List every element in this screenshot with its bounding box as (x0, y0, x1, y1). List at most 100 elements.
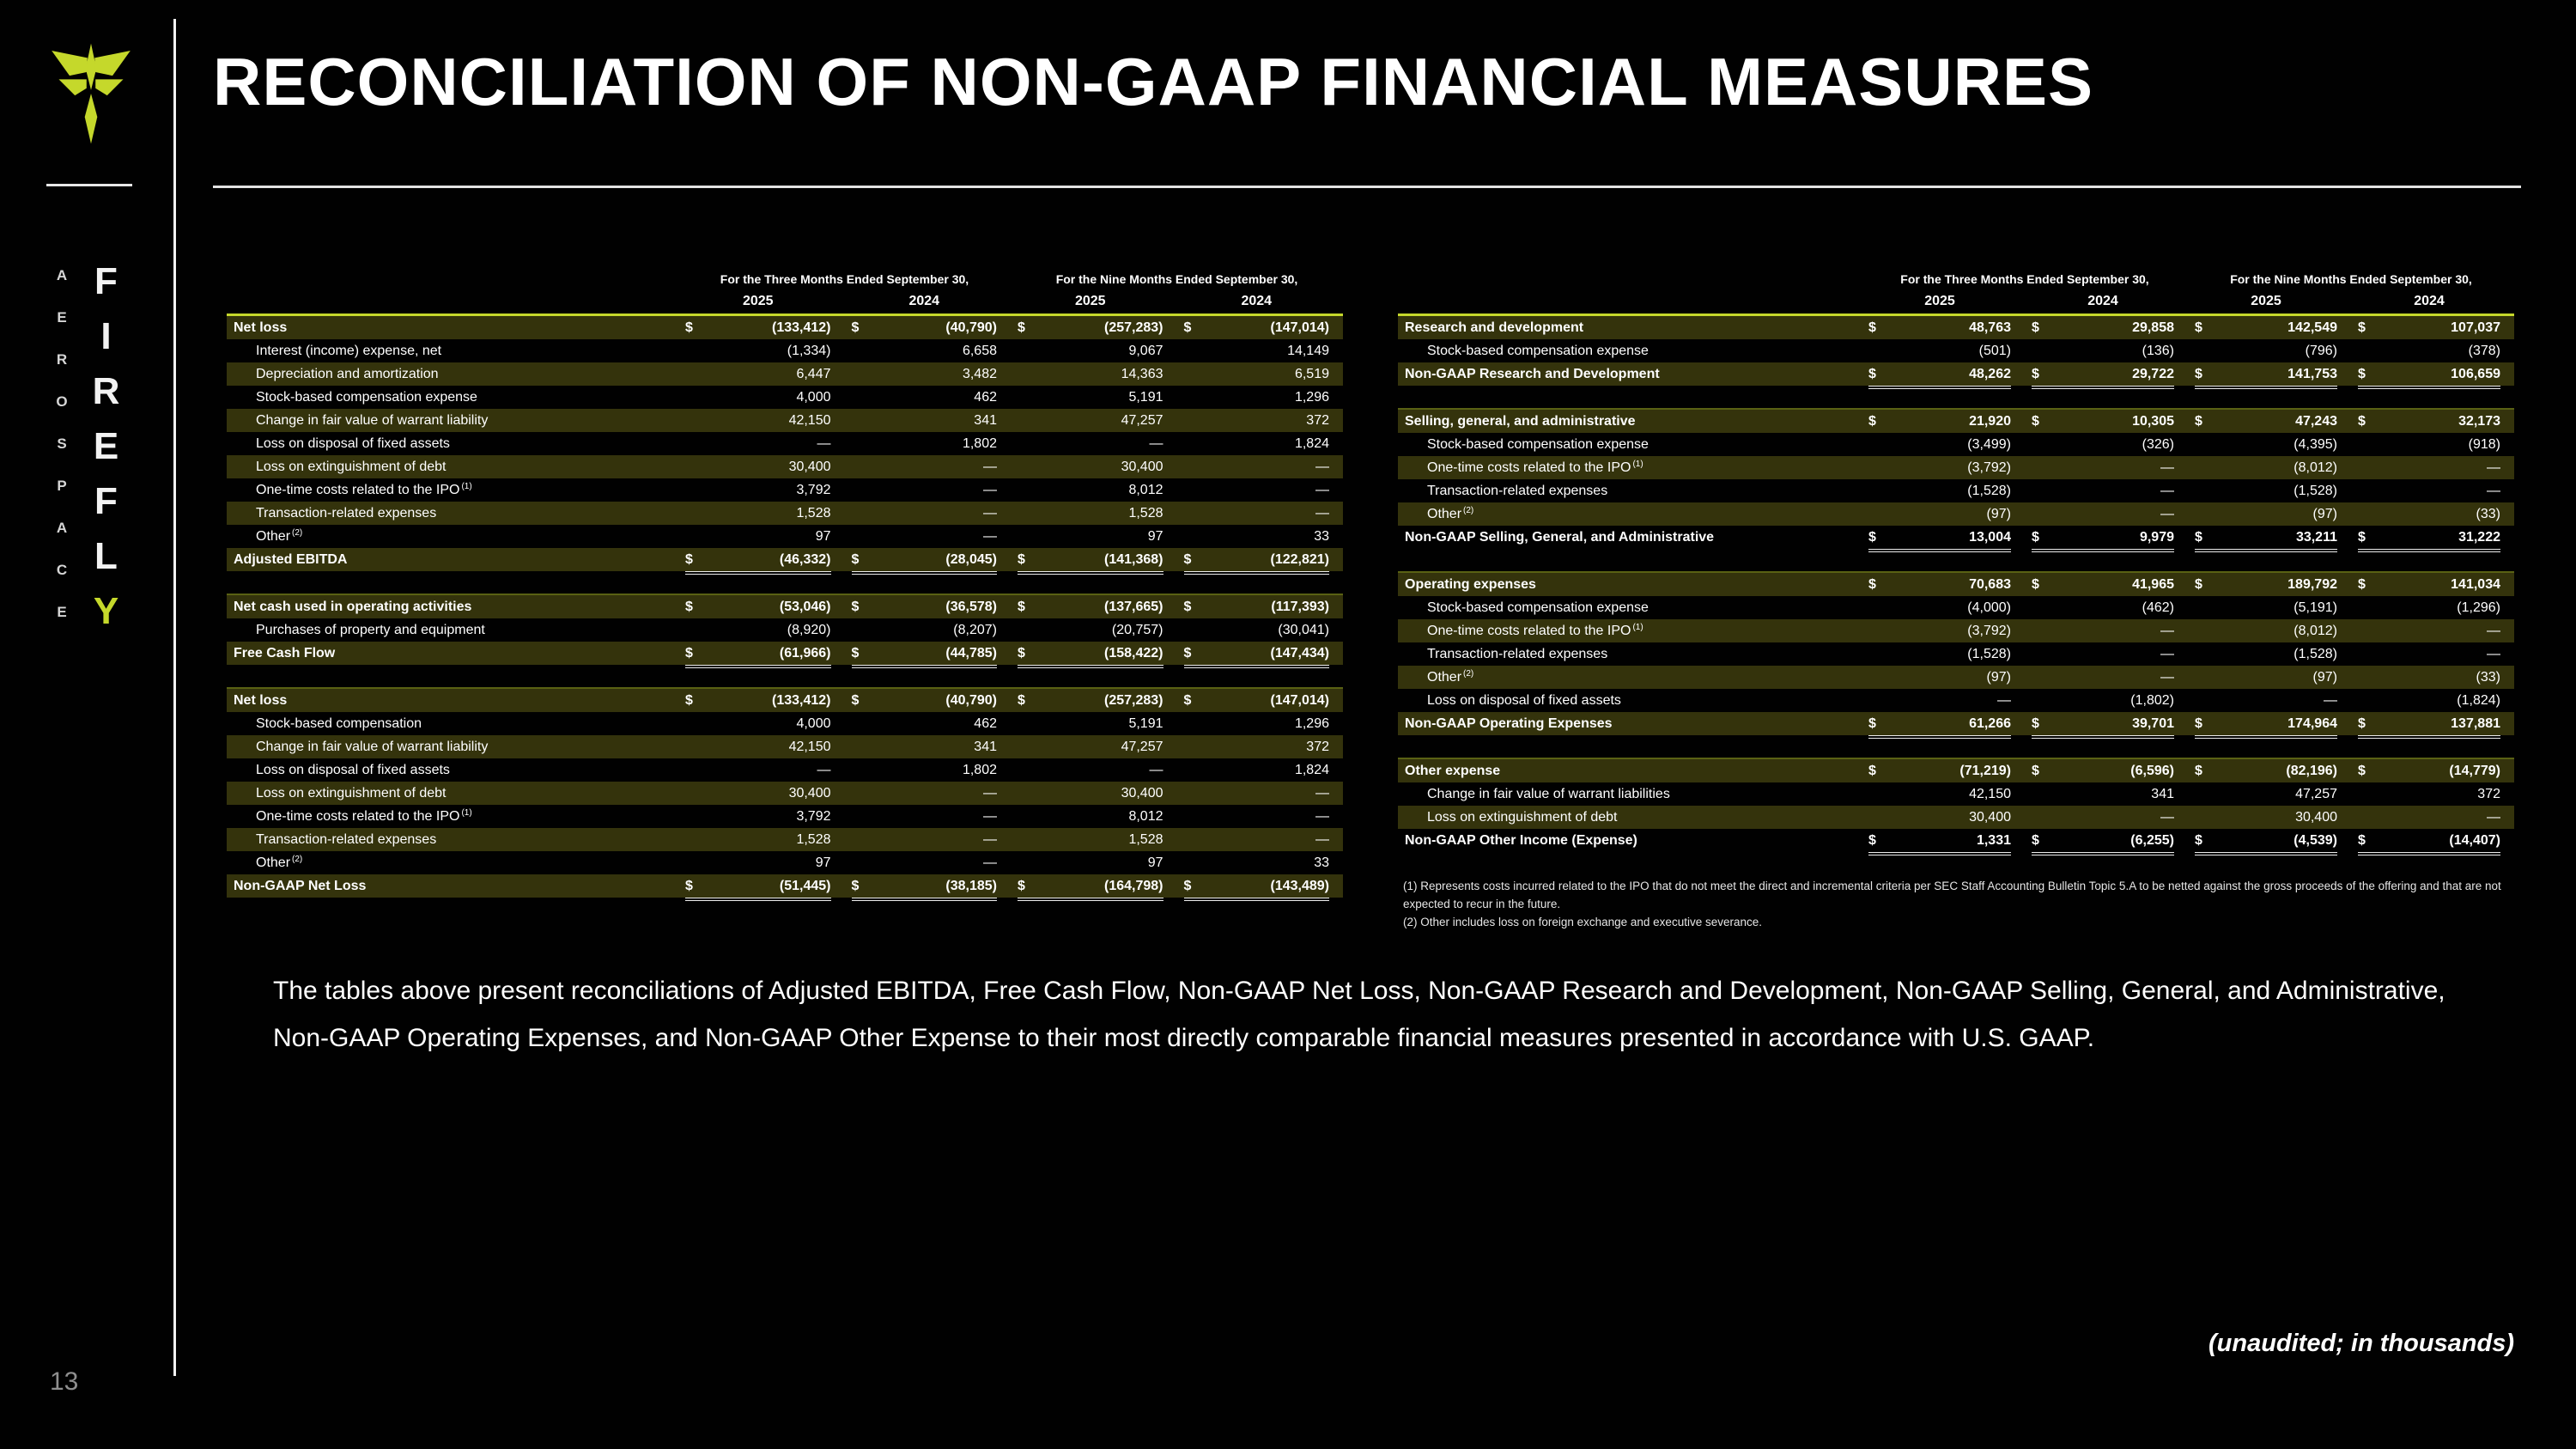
dollar-sign (1868, 433, 1884, 456)
year-header: 2024 (2087, 294, 2118, 308)
cell-value: 47,257 (2295, 787, 2337, 801)
table-row: One-time costs related to the IPO (1) 3,79… (227, 478, 1343, 502)
cell-value: — (2487, 624, 2500, 638)
value-cell: $61,266 (1862, 712, 2025, 739)
cell-value: 6,658 (962, 344, 997, 358)
period-header: For the Nine Months Ended September 30, (2230, 271, 2472, 286)
row-label: Net loss (227, 689, 678, 712)
dollar-sign (2195, 666, 2210, 689)
value-cell: $141,753 (2188, 362, 2351, 389)
money-group: (8,012) (2195, 619, 2337, 642)
value-cell: (326) (2025, 433, 2188, 456)
cell-value: 29,858 (2132, 320, 2174, 335)
money-group: (3,499) (1868, 433, 2011, 456)
row-label-text: Other (256, 855, 291, 870)
value-cell: — (2351, 619, 2514, 642)
dollar-sign (685, 386, 701, 409)
value-cell: (1,528) (1862, 642, 2025, 666)
value-cell: 33 (1177, 525, 1344, 548)
value-cell: 97 (1011, 851, 1177, 874)
cell-value: — (2324, 693, 2337, 708)
money-group: $ (137,665) (1018, 595, 1163, 618)
row-label-text: Other (1427, 507, 1462, 521)
money-group: 341 (852, 735, 997, 758)
value-cell: $ (61,966) (678, 642, 845, 668)
cell-value: 6,519 (1294, 367, 1329, 381)
cell-value: 5,191 (1128, 716, 1163, 731)
cell-value: (51,445) (779, 879, 831, 893)
money-group: $ (117,393) (1184, 595, 1330, 618)
value-cell: $ (122,821) (1177, 548, 1344, 575)
cell-value: 21,920 (1969, 414, 2011, 429)
dollar-sign (2195, 806, 2210, 829)
table-row: Net loss $ (133,412) $ (40,790) $ (257,283) $ (1… (227, 316, 1343, 339)
money-group: 341 (852, 409, 997, 432)
value-cell: (3,792) (1862, 619, 2025, 642)
value-cell: $33,211 (2188, 526, 2351, 552)
cell-value: 1,528 (1128, 506, 1163, 521)
dollar-sign (1018, 805, 1033, 828)
dollar-sign: $ (851, 600, 860, 614)
brand-letter: F (94, 260, 118, 302)
value-cell: (918) (2351, 433, 2514, 456)
value-cell: (97) (2188, 502, 2351, 526)
value-cell: (501) (1862, 339, 2025, 362)
dollar-sign (1868, 619, 1884, 642)
table-row: Loss on extinguishment of debt 30,400 — 30,… (1398, 806, 2514, 829)
table-row: Loss on extinguishment of debt 30,400 — 30,… (227, 455, 1343, 478)
dollar-sign (1184, 805, 1200, 828)
cell-value: 1,296 (1294, 716, 1329, 731)
cell-value: 6,447 (796, 367, 831, 381)
value-cell: 1,802 (845, 758, 1012, 782)
money-group: 462 (852, 386, 997, 409)
dollar-sign (2358, 666, 2373, 689)
cell-value: — (983, 483, 997, 497)
dollar-sign (852, 712, 867, 735)
dollar-sign (1018, 735, 1033, 758)
cell-value: (257,283) (1104, 693, 1163, 708)
cell-value: 341 (974, 413, 997, 428)
page-title: RECONCILIATION OF NON-GAAP FINANCIAL MEA… (213, 44, 2094, 119)
cell-value: 1,331 (1976, 833, 2011, 848)
row-label: Other (2) (1398, 502, 1862, 526)
row-label: One-time costs related to the IPO (1) (227, 478, 678, 502)
money-group: $31,222 (2358, 526, 2500, 552)
dollar-sign (2032, 339, 2047, 362)
row-label-text: Non-GAAP Selling, General, and Administr… (1405, 530, 1715, 545)
table-row: Purchases of property and equipment (8,92… (227, 618, 1343, 642)
money-group: 42,150 (685, 735, 831, 758)
dollar-sign (1018, 618, 1033, 642)
money-group: 30,400 (1018, 455, 1163, 478)
value-cell: $32,173 (2351, 410, 2514, 433)
footnote: (1) Represents costs incurred related to… (1403, 880, 2501, 910)
dollar-sign (852, 851, 867, 874)
money-group: $32,173 (2358, 410, 2500, 433)
cell-value: 97 (815, 529, 831, 544)
value-cell: $13,004 (1862, 526, 2025, 552)
cell-value: (147,434) (1270, 646, 1330, 661)
row-label: Change in fair value of warrant liabilit… (1398, 782, 1862, 806)
dollar-sign (2195, 596, 2210, 619)
row-label-text: Non-GAAP Operating Expenses (1405, 716, 1613, 731)
dollar-sign: $ (1018, 552, 1025, 567)
row-label: One-time costs related to the IPO (1) (227, 805, 678, 828)
value-cell: 372 (1177, 735, 1344, 758)
cell-value: (136) (2142, 344, 2174, 358)
cell-value: — (983, 855, 997, 870)
cell-value: 32,173 (2458, 414, 2500, 429)
cell-value: 372 (1306, 413, 1329, 428)
money-group: $ (147,014) (1184, 316, 1330, 339)
row-label-text: Change in fair value of warrant liabilit… (1427, 787, 1670, 801)
dollar-sign (852, 618, 867, 642)
cell-value: 341 (974, 740, 997, 754)
cell-value: — (2160, 624, 2174, 638)
money-group: 30,400 (1868, 806, 2011, 829)
value-cell: 462 (845, 386, 1012, 409)
value-cell: $ (147,434) (1177, 642, 1344, 668)
footnote-marker: (1) (461, 481, 472, 491)
money-group: 1,296 (1184, 712, 1329, 735)
money-group: 1,824 (1184, 432, 1329, 455)
dollar-sign: $ (1018, 320, 1025, 335)
cell-value: 30,400 (788, 786, 831, 801)
money-group: $ (14,407) (2358, 829, 2500, 855)
